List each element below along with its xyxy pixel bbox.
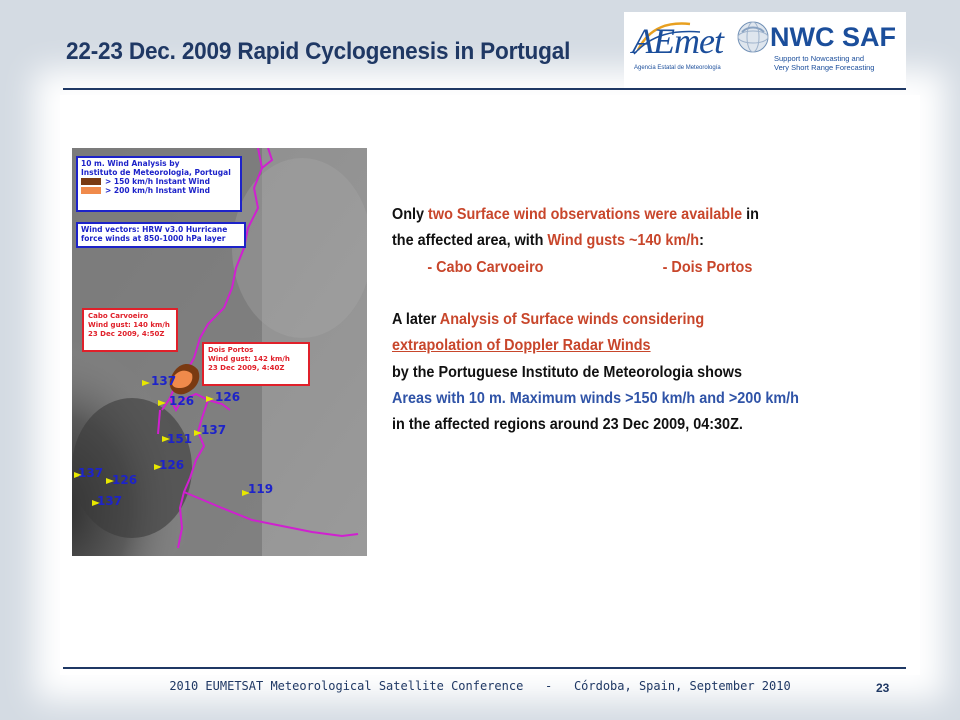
observation-time: 23 Dec 2009, 4:50Z [88,330,165,338]
legend-entry: > 200 km/h Instant Wind [81,186,237,195]
nwcsaf-subtitle-line1: Support to Nowcasting and [774,54,865,63]
observation-time: 23 Dec 2009, 4:40Z [208,364,285,372]
wind-vector-arrow [74,472,82,478]
legend-title-line2: Instituto de Meteorologia, Portugal [81,168,231,177]
wind-vectors-note: Wind vectors: HRW v3.0 Hurricane force w… [76,222,246,248]
satellite-wind-map: 137 126 126 151 137 126 137 126 137 119 [72,148,367,556]
highlight-span: extrapolation of Doppler Radar Winds [392,337,651,355]
text-line: A later Analysis of Surface winds consid… [392,311,876,337]
text-span: A later [392,311,440,329]
wind-value-label: 126 [112,473,138,487]
observation-cabo-carvoeiro: Cabo Carvoeiro Wind gust: 140 km/h 23 De… [82,308,178,352]
observation-station: Cabo Carvoeiro [88,312,149,320]
footer-separator: - [545,679,553,693]
wind-value-label: 126 [215,390,241,404]
highlight-span: two Surface wind observations were avail… [428,206,743,223]
text-line: Only two Surface wind observations were … [392,206,876,232]
text-span: in the affected regions around 23 Dec 20… [392,416,743,434]
text-line: the affected area, with Wind gusts ~140 … [392,232,876,258]
station-dois-portos: - Dois Portos [662,258,753,276]
legend-swatch-dark [81,178,101,185]
text-span: the affected area, with [392,232,548,250]
text-span: : [699,232,704,250]
text-line: by the Portuguese Instituto de Meteorolo… [392,364,876,390]
wind-vector-arrow [92,500,100,506]
wind-vector-arrow [106,478,114,484]
legend-entry: > 150 km/h Instant Wind [81,177,237,186]
observation-gust: Wind gust: 140 km/h [88,321,170,329]
vectors-note-line1: Wind vectors: HRW v3.0 Hurricane [81,225,228,234]
text-line: Areas with 10 m. Maximum winds >150 km/h… [392,390,876,416]
slide-body-text: Only two Surface wind observations were … [392,206,876,443]
globe-icon [737,21,769,53]
observation-dois-portos: Dois Portos Wind gust: 142 km/h 23 Dec 2… [202,342,310,386]
footer-divider [63,667,906,669]
wind-value-label: 137 [97,494,123,508]
aemet-subtitle: Agencia Estatal de Meteorología [634,65,721,71]
highlight-span: Wind gusts ~140 km/h [547,232,700,250]
vectors-note-line2: force winds at 850-1000 hPa layer [81,234,226,243]
wind-vector-arrow [142,380,150,386]
wind-value-label: 137 [78,466,104,480]
text-line: in the affected regions around 23 Dec 20… [392,416,876,442]
wind-value-label: 119 [248,482,274,496]
text-line: extrapolation of Doppler Radar Winds [392,337,876,363]
wind-vector-arrow [242,490,250,496]
footer-conference: 2010 EUMETSAT Meteorological Satellite C… [169,679,524,693]
station-cabo-carvoeiro: - Cabo Carvoeiro [427,258,544,276]
observation-gust: Wind gust: 142 km/h [208,355,290,363]
wind-value-label: 137 [151,374,177,388]
legend-swatch-light [81,187,101,194]
wind-vector-arrow [158,400,166,406]
text-span: by the Portuguese Instituto de Meteorolo… [392,363,742,381]
nwcsaf-subtitle-line2: Very Short Range Forecasting [774,63,875,72]
blank-line [392,285,876,311]
wind-vector-arrow [162,436,170,442]
highlight-span: Analysis of Surface winds considering [439,311,705,329]
station-list-line: - Cabo Carvoeiro - Dois Portos [392,259,876,285]
wind-analysis-legend: 10 m. Wind Analysis by Instituto de Mete… [76,156,242,212]
wind-vector-arrow [194,430,202,436]
legend-entry-label: > 200 km/h Instant Wind [105,186,210,195]
header-divider [63,88,906,90]
text-span: Only [392,206,429,223]
page-number: 23 [876,681,890,695]
wind-vector-arrow [154,464,162,470]
legend-title-line1: 10 m. Wind Analysis by [81,159,180,168]
highlight-span: Areas with 10 m. Maximum winds >150 km/h… [392,390,799,408]
wind-value-label: 126 [159,458,185,472]
legend-entry-label: > 150 km/h Instant Wind [105,177,210,186]
footer-location: Córdoba, Spain, September 2010 [573,679,791,693]
nwcsaf-subtitle: Support to Nowcasting and Very Short Ran… [774,54,904,72]
aemet-swoosh-icon [633,22,701,55]
satellite-image [72,148,367,556]
logo-area: AEmet Agencia Estatal de Meteorología NW… [624,12,906,88]
aemet-logo: AEmet Agencia Estatal de Meteorología [630,20,736,80]
wind-value-label: 151 [167,432,193,446]
wind-value-label: 137 [201,423,227,437]
wind-vector-arrow [206,396,214,402]
wind-value-label: 126 [169,394,195,408]
slide-title: 22-23 Dec. 2009 Rapid Cyclogenesis in Po… [66,38,571,65]
text-span: in [742,206,759,223]
footer-text: 2010 EUMETSAT Meteorological Satellite C… [0,679,960,693]
nwcsaf-wordmark: NWC SAF [770,22,896,52]
observation-station: Dois Portos [208,346,254,354]
aemet-wordmark: AEmet [632,21,724,61]
